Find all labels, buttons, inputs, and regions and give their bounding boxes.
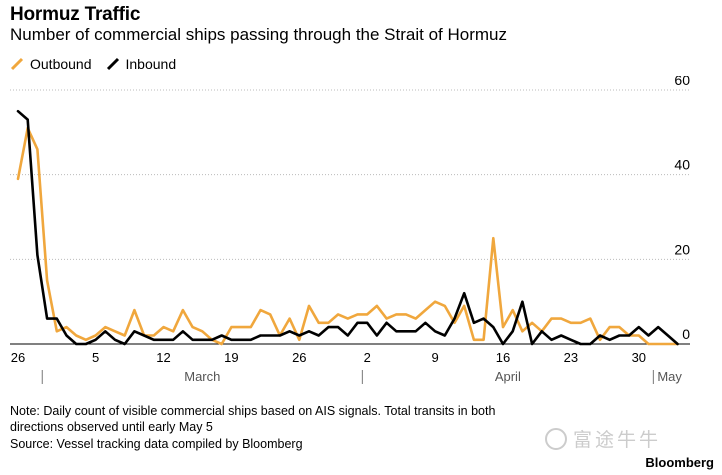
- month-label: May: [657, 369, 682, 384]
- y-tick-label: 40: [674, 157, 690, 173]
- x-tick-label: 16: [496, 350, 510, 365]
- x-tick-label: 26: [292, 350, 306, 365]
- line-chart: 0 20 40 60 26 5 12 19 26 2 9 16 23 30 March April May: [10, 76, 690, 384]
- x-tick-label: 26: [11, 350, 25, 365]
- chart-subtitle: Number of commercial ships passing throu…: [10, 25, 507, 44]
- watermark-text: 富途牛牛: [573, 430, 662, 451]
- legend-item-inbound: Inbound: [106, 56, 177, 72]
- legend-label-inbound: Inbound: [125, 56, 177, 72]
- legend-label-outbound: Outbound: [30, 56, 92, 72]
- x-tick-label: 12: [156, 350, 170, 365]
- chart-note: Note: Daily count of visible commercial …: [10, 404, 496, 434]
- month-label: March: [184, 369, 220, 384]
- x-tick-label: 2: [364, 350, 371, 365]
- watermark: 富途牛牛: [545, 425, 661, 452]
- legend-item-outbound: Outbound: [10, 56, 92, 72]
- series-line-outbound: [16, 126, 679, 346]
- series-line-inbound: [16, 109, 679, 346]
- x-tick-label: 5: [92, 350, 99, 365]
- x-tick-label: 19: [224, 350, 238, 365]
- brand-logo: Bloomberg: [645, 455, 714, 470]
- x-tick-label: 30: [632, 350, 646, 365]
- legend: Outbound Inbound: [10, 56, 190, 72]
- watermark-logo-icon: [545, 427, 567, 450]
- chart-title: Hormuz Traffic: [10, 4, 141, 25]
- inbound-swatch-icon: [106, 57, 119, 71]
- outbound-swatch-icon: [10, 57, 24, 71]
- y-tick-label: 20: [674, 241, 690, 257]
- month-label: April: [495, 369, 521, 384]
- x-tick-label: 23: [564, 350, 578, 365]
- y-tick-label: 0: [682, 326, 690, 342]
- chart-source: Source: Vessel tracking data compiled by…: [10, 437, 303, 451]
- y-tick-label: 60: [674, 76, 690, 88]
- x-tick-label: 9: [431, 350, 438, 365]
